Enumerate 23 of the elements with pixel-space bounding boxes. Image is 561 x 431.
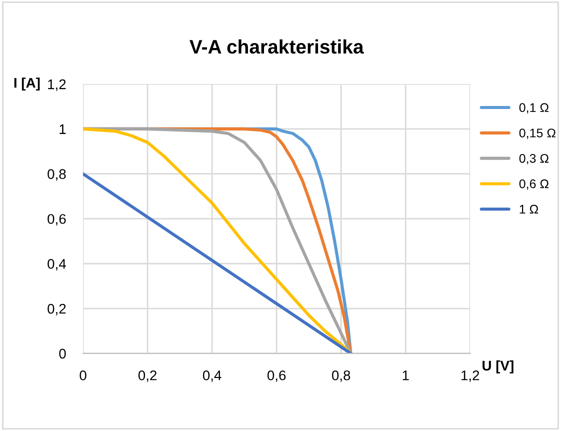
legend-label: 0,6 Ω xyxy=(519,179,549,190)
y-tick-label: 0,2 xyxy=(48,304,66,316)
line-series xyxy=(83,127,352,354)
y-tick-label: 0 xyxy=(59,348,66,359)
y-axis-title: I [A] xyxy=(14,78,40,91)
y-tick-label: 1,2 xyxy=(48,79,66,91)
x-tick-label: 0,2 xyxy=(138,370,156,382)
y-tick-label: 0,6 xyxy=(48,214,66,226)
legend-label: 0,1 Ω xyxy=(519,103,549,114)
x-axis-title: U [V] xyxy=(482,360,514,374)
legend-label: 0,15 Ω xyxy=(519,128,556,139)
y-tick-label: 0,4 xyxy=(48,258,66,270)
x-tick-label: 0,4 xyxy=(202,370,222,382)
x-tick-label: 0,6 xyxy=(267,370,286,382)
legend-label: 1 Ω xyxy=(520,204,538,214)
legend-label: 0,3 Ω xyxy=(519,154,549,164)
chart-title: V-A charakteristika xyxy=(190,39,364,54)
y-tick-label: 1 xyxy=(60,124,66,134)
y-tick-label: 0,8 xyxy=(48,169,66,181)
x-tick-label: 1,2 xyxy=(462,370,480,382)
x-tick-label: 0,8 xyxy=(332,370,350,382)
x-tick-label: 1 xyxy=(402,370,409,380)
x-tick-label: 0 xyxy=(80,370,86,380)
